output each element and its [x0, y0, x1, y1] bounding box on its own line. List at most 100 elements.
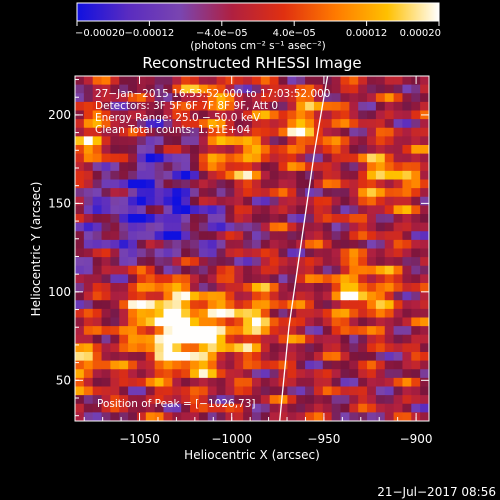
heatmap-cell	[243, 412, 253, 421]
heatmap-cell	[358, 136, 368, 146]
heatmap-cell	[358, 360, 368, 370]
heatmap-cell	[287, 239, 297, 250]
heatmap-cell	[411, 248, 421, 258]
heatmap-cell	[136, 283, 147, 293]
heatmap-cell	[260, 110, 271, 120]
heatmap-cell	[260, 153, 271, 163]
heatmap-cell	[243, 110, 253, 120]
heatmap-cell	[358, 308, 368, 319]
heatmap-cell	[190, 153, 200, 163]
heatmap-cell	[75, 214, 85, 224]
heatmap-cell	[101, 265, 111, 275]
heatmap-cell	[367, 214, 377, 224]
heatmap-cell	[260, 283, 271, 293]
heatmap-cell	[278, 283, 288, 293]
heatmap-cell	[305, 127, 315, 137]
heatmap-cell	[269, 179, 280, 189]
heatmap-cell	[269, 257, 280, 267]
heatmap-cell	[313, 93, 324, 103]
heatmap-cell	[119, 110, 129, 120]
heatmap-cell	[331, 162, 342, 172]
heatmap-cell	[305, 283, 315, 293]
heatmap-cell	[145, 291, 156, 301]
heatmap-cell	[145, 283, 156, 293]
heatmap-cell	[278, 412, 288, 421]
heatmap-cell	[375, 274, 386, 284]
heatmap-cell	[83, 326, 94, 336]
heatmap-cell	[83, 127, 94, 137]
heatmap-cell	[296, 110, 306, 120]
heatmap-cell	[331, 274, 342, 284]
heatmap-cell	[198, 239, 209, 250]
heatmap-cell	[252, 76, 262, 86]
heatmap-cell	[393, 110, 404, 120]
heatmap-cell	[92, 110, 103, 120]
heatmap-cell	[393, 179, 404, 189]
heatmap-cell	[190, 386, 200, 396]
heatmap-cell	[340, 205, 350, 215]
heatmap-cell	[340, 334, 350, 344]
heatmap-cell	[331, 257, 342, 267]
heatmap-cell	[331, 214, 342, 224]
heatmap-cell	[420, 283, 429, 293]
heatmap-cell	[287, 84, 297, 94]
heatmap-cell	[181, 162, 191, 172]
heatmap-cell	[367, 300, 377, 310]
colorbar-tick-label: 0.00020	[400, 28, 441, 39]
heatmap-cell	[340, 162, 350, 172]
heatmap-cell	[393, 231, 404, 241]
heatmap-cell	[83, 214, 94, 224]
heatmap-cell	[340, 84, 350, 94]
heatmap-cell	[92, 274, 103, 284]
heatmap-cell	[375, 265, 386, 275]
heatmap-cell	[278, 352, 288, 362]
heatmap-cell	[305, 257, 315, 267]
colorbar-tick-label: −0.00020	[75, 28, 125, 39]
heatmap-cell	[101, 360, 111, 370]
heatmap-cell	[322, 403, 333, 413]
heatmap-cell	[207, 334, 218, 344]
heatmap-cell	[384, 283, 395, 293]
heatmap-cell	[252, 93, 262, 103]
heatmap-cell	[154, 119, 165, 129]
heatmap-cell	[252, 239, 262, 250]
chart-title: Reconstructed RHESSI Image	[142, 54, 361, 72]
heatmap-cell	[252, 205, 262, 215]
heatmap-cell	[234, 136, 244, 146]
heatmap-cell	[296, 119, 306, 129]
heatmap-cell	[252, 84, 262, 94]
heatmap-cell	[225, 239, 235, 250]
heatmap-cell	[269, 274, 280, 284]
heatmap-cell	[198, 300, 209, 310]
heatmap-cell	[172, 110, 182, 120]
heatmap-cell	[411, 403, 421, 413]
heatmap-cell	[269, 265, 280, 275]
heatmap-cell	[243, 231, 253, 241]
heatmap-cell	[198, 222, 209, 232]
heatmap-cell	[190, 214, 200, 224]
heatmap-cell	[198, 119, 209, 129]
heatmap-cell	[252, 145, 262, 155]
heatmap-cell	[92, 119, 103, 129]
heatmap-cell	[393, 145, 404, 155]
heatmap-cell	[145, 119, 156, 129]
heatmap-cell	[92, 179, 103, 189]
heatmap-cell	[101, 110, 111, 120]
heatmap-cell	[181, 205, 191, 215]
heatmap-cell	[260, 222, 271, 232]
heatmap-cell	[358, 188, 368, 198]
heatmap-cell	[110, 257, 120, 267]
heatmap-cell	[305, 76, 315, 86]
heatmap-cell	[296, 283, 306, 293]
heatmap-cell	[243, 179, 253, 189]
heatmap-cell	[234, 326, 244, 336]
heatmap-cell	[375, 239, 386, 250]
heatmap-cell	[296, 214, 306, 224]
heatmap-cell	[92, 153, 103, 163]
heatmap-cell	[305, 386, 315, 396]
heatmap-cell	[411, 343, 421, 353]
heatmap-cell	[163, 248, 173, 258]
heatmap-cell	[411, 179, 421, 189]
heatmap-cell	[154, 343, 165, 353]
heatmap-cell	[393, 300, 404, 310]
